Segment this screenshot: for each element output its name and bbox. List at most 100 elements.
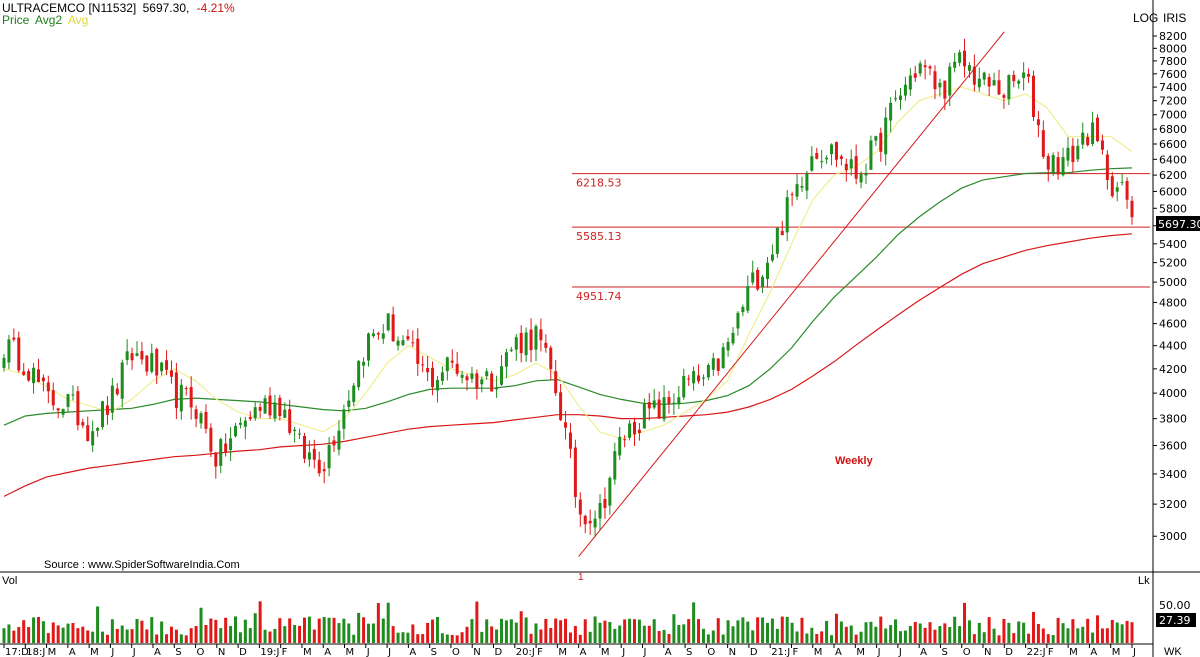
horizontal-levels: 6218.53 5585.13 4951.74 bbox=[572, 173, 1150, 303]
x-tick-label: M bbox=[1112, 647, 1121, 657]
candle-body bbox=[1091, 122, 1095, 144]
y-tick-label: 4000 bbox=[1159, 387, 1187, 400]
x-tick-label: 19:J bbox=[260, 647, 279, 657]
y-tick-label: 7600 bbox=[1159, 68, 1187, 81]
candle-body bbox=[431, 367, 435, 388]
candle-body bbox=[273, 402, 277, 419]
volume-bar bbox=[455, 635, 459, 643]
candle-body bbox=[756, 269, 760, 290]
candle-body bbox=[1066, 147, 1070, 161]
candle-body bbox=[509, 349, 513, 351]
candle-body bbox=[854, 156, 858, 179]
candle-body bbox=[908, 75, 912, 90]
volume-bar bbox=[736, 620, 740, 643]
candle-body bbox=[332, 440, 336, 446]
candle-body bbox=[189, 387, 193, 408]
candle-body bbox=[608, 477, 612, 506]
candle-body bbox=[721, 347, 725, 368]
candle-body bbox=[357, 360, 361, 388]
volume-bar bbox=[317, 618, 321, 643]
volume-bar bbox=[41, 621, 45, 643]
candle-body bbox=[421, 364, 425, 366]
candle-body bbox=[820, 161, 824, 163]
candle-body bbox=[603, 498, 607, 508]
volume-bar bbox=[894, 619, 898, 643]
candle-body bbox=[312, 448, 316, 460]
volume-bar bbox=[1066, 628, 1070, 643]
candle-body bbox=[71, 394, 75, 396]
volume-bar bbox=[234, 616, 238, 643]
x-tick-label: D bbox=[239, 647, 247, 657]
volume-bar bbox=[229, 625, 233, 643]
volume-label: Vol bbox=[2, 575, 17, 587]
volume-bar bbox=[918, 623, 922, 643]
candle-body bbox=[160, 362, 164, 372]
candle-body bbox=[219, 439, 223, 466]
candle-body bbox=[145, 355, 149, 372]
candle-body bbox=[657, 399, 661, 419]
candle-body bbox=[455, 363, 459, 374]
volume-bar bbox=[445, 634, 449, 643]
candle-body bbox=[770, 254, 774, 261]
candle-body bbox=[849, 159, 853, 169]
volume-bar bbox=[628, 618, 632, 643]
candle-body bbox=[534, 326, 538, 350]
candle-body bbox=[593, 518, 597, 528]
volume-bar bbox=[298, 625, 302, 643]
candle-body bbox=[96, 428, 100, 431]
candle-body bbox=[687, 378, 691, 380]
volume-bar bbox=[726, 620, 730, 643]
candle-body bbox=[741, 306, 745, 313]
x-tick-label: M bbox=[48, 647, 57, 657]
trend-line bbox=[578, 31, 1005, 557]
candle-body bbox=[928, 66, 932, 69]
candle-body bbox=[1096, 117, 1100, 142]
volume-bars: 50.00 bbox=[2, 599, 1191, 643]
volume-bar bbox=[529, 633, 533, 643]
volume-bar bbox=[711, 630, 715, 643]
volume-bar bbox=[401, 632, 405, 643]
candle-body bbox=[632, 421, 636, 435]
volume-bar bbox=[1076, 628, 1080, 643]
candle-body bbox=[544, 342, 548, 348]
log-scale-label[interactable]: LOG bbox=[1133, 11, 1158, 25]
candle-body bbox=[613, 451, 617, 480]
candle-body bbox=[1027, 73, 1031, 77]
volume-bar bbox=[800, 617, 804, 643]
legend-price: Price bbox=[2, 13, 30, 27]
volume-bar bbox=[56, 625, 60, 643]
volume-bar bbox=[199, 607, 203, 643]
volume-bar bbox=[7, 624, 11, 643]
volume-bar bbox=[214, 619, 218, 643]
candle-body bbox=[500, 366, 504, 385]
volume-bar bbox=[706, 634, 710, 643]
volume-bar bbox=[1100, 628, 1104, 643]
candle-body bbox=[1105, 154, 1109, 181]
candle-body bbox=[91, 431, 95, 446]
volume-bar bbox=[534, 623, 538, 643]
last-price-tag bbox=[1156, 216, 1200, 231]
candle-body bbox=[549, 347, 553, 370]
candle-body bbox=[120, 362, 124, 399]
volume-bar bbox=[908, 626, 912, 643]
x-tick-label: M bbox=[856, 647, 865, 657]
volume-bar bbox=[603, 620, 607, 643]
candle-body bbox=[76, 391, 80, 426]
volume-bar bbox=[1017, 621, 1021, 643]
volume-bar bbox=[825, 620, 829, 643]
candle-body bbox=[465, 376, 469, 381]
volume-bar bbox=[273, 628, 277, 643]
x-tick-label: F bbox=[1048, 647, 1054, 657]
timeframe-code[interactable]: WK bbox=[1164, 646, 1182, 657]
candle-body bbox=[825, 157, 829, 160]
x-tick-label: O bbox=[452, 647, 460, 657]
volume-bar bbox=[490, 626, 494, 643]
volume-bar bbox=[1091, 632, 1095, 643]
volume-bar bbox=[854, 634, 858, 643]
level-label: 5585.13 bbox=[576, 230, 622, 243]
candle-body bbox=[711, 358, 715, 370]
volume-bar bbox=[263, 629, 267, 643]
candle-body bbox=[672, 402, 676, 404]
y-tick-label: 4800 bbox=[1159, 296, 1187, 309]
candle-body bbox=[426, 367, 430, 373]
